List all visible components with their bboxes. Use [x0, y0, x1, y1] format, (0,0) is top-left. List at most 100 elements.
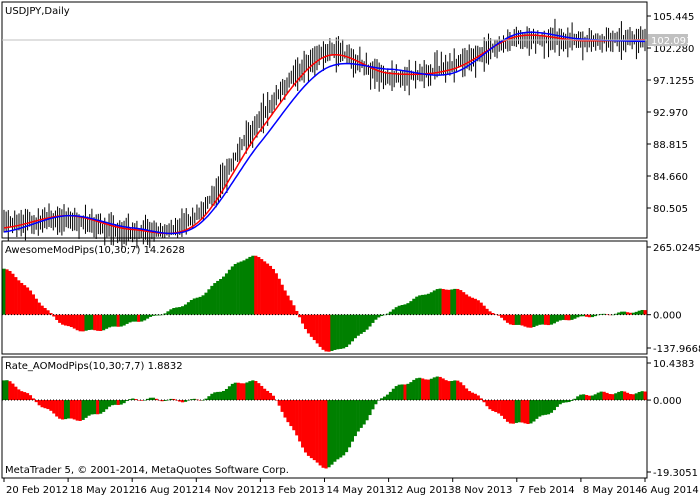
histogram-bar	[289, 400, 293, 427]
histogram-bar	[25, 393, 30, 401]
rate-ao-mod-pips-pane[interactable]: Rate_AOModPips(10,30;7,7) 1.8832 MetaTra…	[1, 356, 648, 479]
histogram-bar	[444, 289, 448, 315]
scale-label: -19.3051	[653, 468, 698, 479]
time-axis-label: 8 Nov 2013	[455, 485, 513, 496]
histogram-bar	[128, 314, 132, 323]
histogram-bar	[421, 378, 425, 401]
indicator1-title: AwesomeModPips(10,30;7) 14.2628	[5, 245, 185, 256]
histogram-bar	[183, 400, 188, 402]
histogram-bar	[505, 314, 510, 323]
histogram-bar	[611, 314, 615, 316]
histogram-bar	[593, 394, 597, 401]
histogram-bar	[148, 314, 153, 317]
red-moving-average-line	[3, 34, 645, 235]
histogram-bar	[576, 314, 580, 318]
histogram-bar	[599, 313, 603, 315]
histogram-bar	[254, 380, 258, 401]
histogram-bar	[344, 400, 349, 453]
time-axis-label: 8 May 2014	[583, 485, 642, 496]
histogram-bar	[113, 314, 117, 327]
time-axis-label: 7 Feb 2014	[519, 485, 575, 496]
histogram-bar	[90, 314, 94, 330]
histogram-bar	[277, 400, 281, 406]
price-scale[interactable]: 105.445 102.280 97.1255 92.970 88.815 84.660 8…	[647, 12, 694, 215]
price-pane[interactable]: USDJPY,Daily	[1, 1, 648, 249]
histogram-bar	[201, 295, 205, 315]
awesome-mod-pips-pane[interactable]: AwesomeModPips(10,30;7) 14.2628	[1, 240, 648, 355]
histogram-bar	[224, 273, 229, 315]
histogram-bar	[541, 400, 545, 416]
histogram-bar	[617, 312, 621, 315]
histogram-bar	[415, 296, 419, 315]
histogram-bar	[312, 400, 316, 461]
histogram-bar	[262, 261, 267, 315]
histogram-bar	[181, 306, 185, 315]
histogram-bar	[28, 395, 33, 401]
histogram-bar	[353, 314, 357, 339]
histogram-bar	[142, 314, 147, 321]
histogram-bar	[242, 260, 246, 315]
indicator2-scale[interactable]: 10.4383 0.000 -19.3051	[647, 359, 698, 479]
histogram-bar	[514, 400, 518, 423]
histogram-bar	[72, 400, 76, 420]
histogram-bar	[277, 278, 281, 315]
price-scale-label: 80.505	[653, 204, 688, 215]
histogram-bar	[362, 314, 366, 333]
histogram-bar	[614, 393, 618, 401]
histogram-bar	[34, 400, 38, 403]
histogram-bar	[219, 278, 223, 315]
histogram-bar	[628, 312, 633, 315]
histogram-bar	[605, 392, 609, 401]
histogram-bar	[561, 314, 565, 320]
histogram-bar	[169, 398, 173, 401]
histogram-bar	[295, 310, 299, 315]
histogram-bar	[576, 396, 580, 401]
histogram-bar	[233, 263, 237, 315]
copyright-text: MetaTrader 5, © 2001-2014, MetaQuotes So…	[5, 465, 289, 476]
histogram-bar	[637, 310, 641, 315]
histogram-bar	[268, 392, 273, 401]
histogram-bar	[523, 400, 527, 424]
histogram-bar	[87, 314, 91, 330]
histogram-bar	[353, 400, 357, 437]
histogram-bar	[400, 384, 404, 401]
histogram-bar	[385, 394, 390, 401]
histogram-bar	[590, 314, 595, 318]
histogram-bar	[494, 400, 498, 413]
histogram-bar	[339, 400, 343, 458]
histogram-bar	[321, 400, 325, 468]
histogram-bar	[418, 295, 422, 315]
histogram-bar	[514, 314, 518, 325]
histogram-bar	[441, 378, 445, 401]
histogram-bar	[192, 398, 196, 401]
histogram-bar	[271, 395, 275, 401]
histogram-bar	[482, 400, 486, 403]
histogram-bar	[315, 314, 319, 344]
histogram-bar	[423, 294, 428, 315]
histogram-bar	[248, 256, 252, 315]
histogram-bar	[620, 311, 624, 315]
histogram-bar	[140, 314, 144, 322]
histogram-bar	[529, 400, 533, 424]
histogram-bar	[14, 277, 18, 315]
histogram-bar	[371, 400, 375, 410]
histogram-bar	[505, 400, 510, 422]
histogram-bar	[388, 391, 393, 401]
histogram-bar	[441, 288, 445, 315]
histogram-bar	[584, 394, 589, 401]
histogram-bar	[222, 390, 226, 401]
histogram-bar	[22, 285, 27, 315]
indicator1-scale[interactable]: 265.0245 0.000 -137.9668	[647, 243, 700, 355]
histogram-bar	[204, 398, 208, 401]
histogram-bar	[122, 400, 126, 404]
histogram-bar	[8, 271, 12, 315]
histogram-bar	[52, 400, 56, 414]
histogram-bar	[450, 380, 454, 401]
histogram-bar	[178, 307, 182, 315]
histogram-bar	[265, 263, 270, 315]
histogram-bar	[467, 391, 472, 401]
histogram-bar	[438, 288, 442, 315]
histogram-bar	[186, 302, 191, 315]
